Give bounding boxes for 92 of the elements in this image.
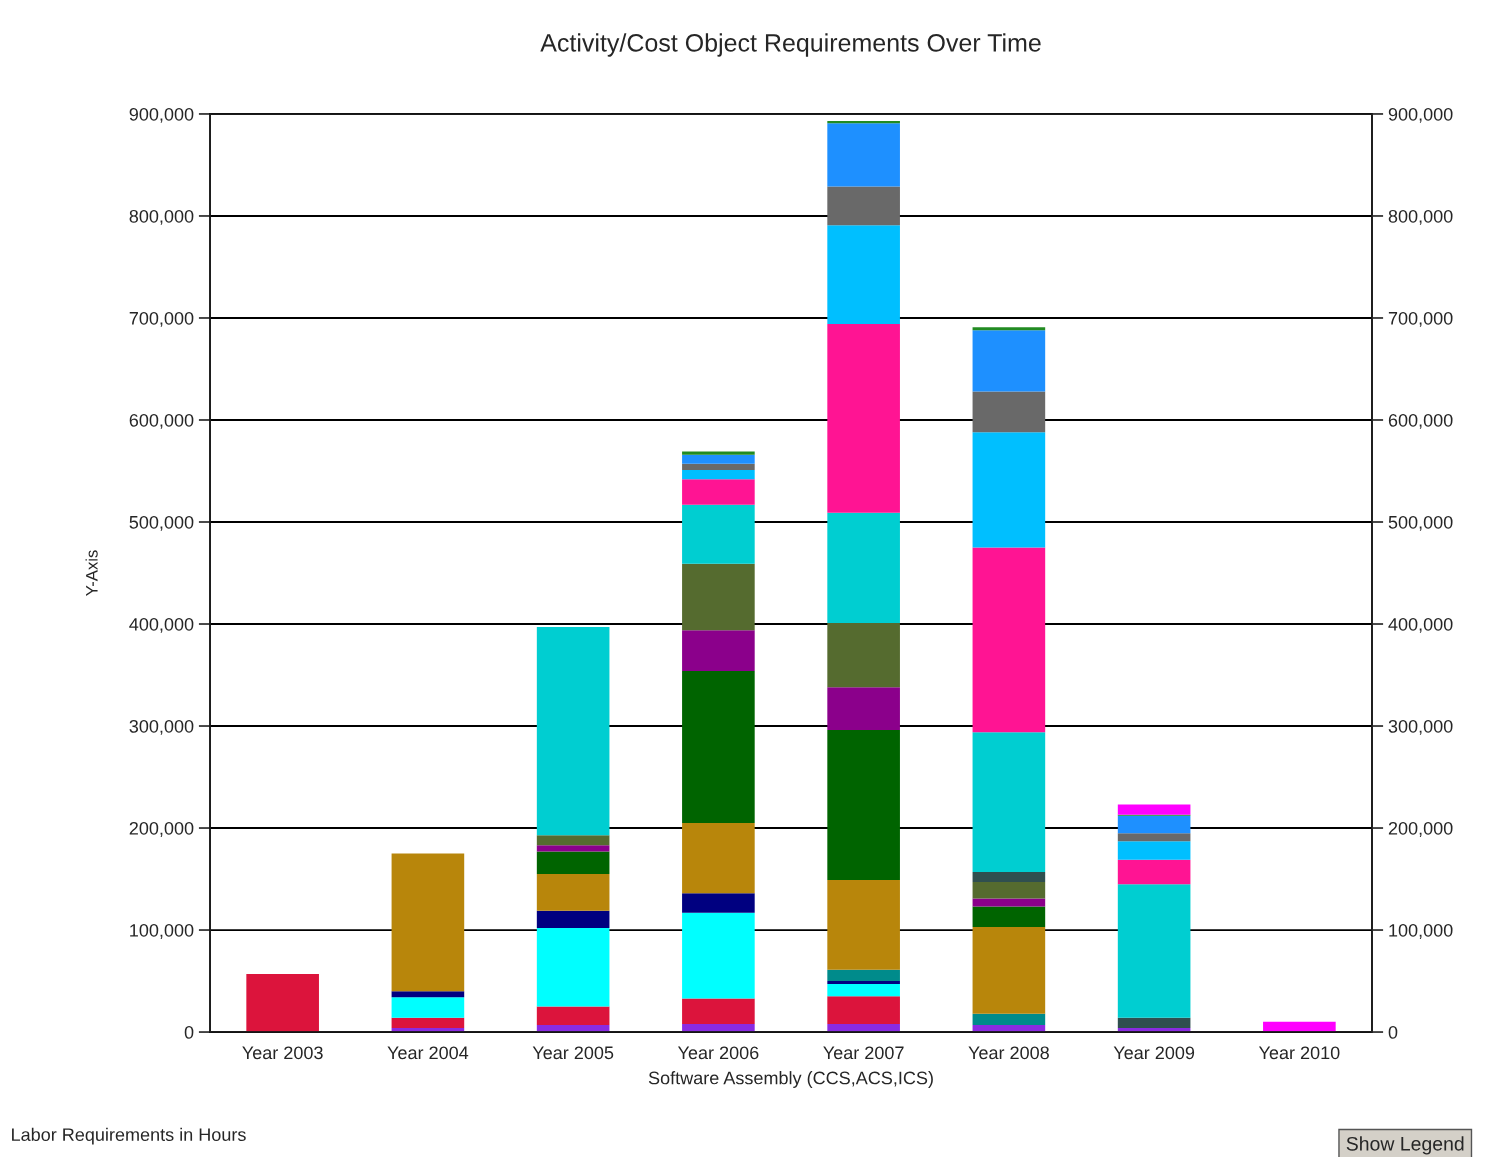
- y-tick-label: 500,000: [129, 515, 194, 531]
- y-tick-label: 300,000: [129, 719, 194, 735]
- bar: [827, 981, 900, 985]
- bar: [682, 479, 755, 505]
- bar: [827, 225, 900, 325]
- x-tick-label: Year 2009: [1113, 1046, 1195, 1060]
- bar: [682, 454, 755, 464]
- y-tick-label: 900,000: [129, 107, 194, 123]
- x-tick-label: Year 2007: [823, 1046, 904, 1060]
- bar: [1117, 884, 1191, 1018]
- bar: [682, 822, 755, 894]
- y-tick-label: 400,000: [129, 617, 194, 633]
- bar: [682, 893, 755, 913]
- bar: [972, 432, 1046, 548]
- bar: [391, 853, 465, 992]
- y2-tick-label: 200,000: [1388, 821, 1453, 837]
- bar: [682, 912, 755, 999]
- bar: [972, 327, 1046, 331]
- x-tick-label: Year 2006: [677, 1046, 759, 1060]
- bar: [972, 732, 1046, 872]
- bar: [536, 927, 610, 1007]
- bar: [391, 1017, 465, 1028]
- y2-tick-label: 0: [1388, 1025, 1398, 1039]
- bar: [827, 324, 900, 513]
- y2-tick-label: 400,000: [1388, 617, 1453, 633]
- bar: [682, 463, 755, 470]
- chart-title: Activity/Cost Object Requirements Over Time: [540, 33, 1041, 57]
- bar: [536, 627, 610, 836]
- y2-tick-label: 500,000: [1388, 515, 1453, 531]
- bar: [827, 622, 900, 688]
- y2-tick-label: 100,000: [1389, 923, 1453, 939]
- x-tick-label: Year 2008: [968, 1046, 1049, 1060]
- bar: [827, 969, 900, 982]
- bar: [536, 835, 610, 846]
- bar: [827, 186, 900, 226]
- y2-tick-label: 900,000: [1388, 107, 1453, 123]
- bar: [1117, 833, 1191, 842]
- bar: [1117, 841, 1191, 860]
- bar: [1117, 804, 1191, 815]
- bar: [827, 730, 900, 881]
- y2-tick-label: 600,000: [1388, 413, 1453, 429]
- bar: [536, 851, 610, 874]
- bar: [682, 563, 755, 631]
- y2-tick-label: 700,000: [1388, 311, 1453, 327]
- bar: [972, 547, 1046, 733]
- x-tick-label: Year 2003: [242, 1046, 323, 1060]
- y2-tick-label: 300,000: [1388, 719, 1453, 735]
- bar: [972, 330, 1046, 392]
- bar: [827, 121, 900, 124]
- bar: [682, 451, 755, 455]
- bar: [1117, 859, 1191, 885]
- bar: [536, 845, 610, 852]
- bar: [682, 469, 755, 480]
- text: Labor Requirements in Hours: [12, 1127, 246, 1145]
- bar: [972, 1013, 1046, 1025]
- text: Show Legend: [1346, 1136, 1464, 1155]
- bar: [682, 630, 755, 671]
- bar: [827, 984, 900, 997]
- x-tick-label: Year 2010: [1258, 1046, 1340, 1060]
- bar: [827, 123, 900, 187]
- y-tick-label: 0: [184, 1025, 194, 1039]
- bar: [682, 670, 755, 823]
- bar: [827, 996, 900, 1024]
- x-tick-label: Year 2004: [387, 1046, 469, 1060]
- y-tick-label: 800,000: [129, 209, 194, 225]
- y-tick-label: 100,000: [130, 923, 194, 939]
- bar: [827, 512, 900, 623]
- bar: [972, 906, 1046, 927]
- bar: [827, 880, 900, 970]
- x-axis-title: Software Assembly (CCS,ACS,ICS): [648, 1071, 933, 1088]
- bar: [972, 926, 1046, 1014]
- bar: [246, 973, 319, 1033]
- y-axis-title: Y-Axis: [85, 550, 98, 596]
- bar: [682, 998, 755, 1024]
- bar: [536, 910, 610, 928]
- bar: [391, 991, 465, 998]
- bar: [972, 391, 1046, 433]
- bar: [972, 898, 1046, 907]
- y-tick-label: 600,000: [129, 413, 194, 429]
- bar: [972, 882, 1046, 899]
- bar: [536, 873, 610, 911]
- bar: [827, 687, 900, 731]
- bar: [972, 871, 1046, 883]
- bar: [682, 504, 755, 564]
- bar: [391, 997, 465, 1018]
- bar: [536, 1006, 610, 1025]
- bar: [1117, 1017, 1191, 1028]
- y-tick-label: 700,000: [129, 311, 194, 327]
- x-tick-label: Year 2005: [532, 1046, 614, 1060]
- bar: [1117, 815, 1191, 834]
- y2-tick-label: 800,000: [1388, 209, 1453, 225]
- y-tick-label: 200,000: [129, 821, 194, 837]
